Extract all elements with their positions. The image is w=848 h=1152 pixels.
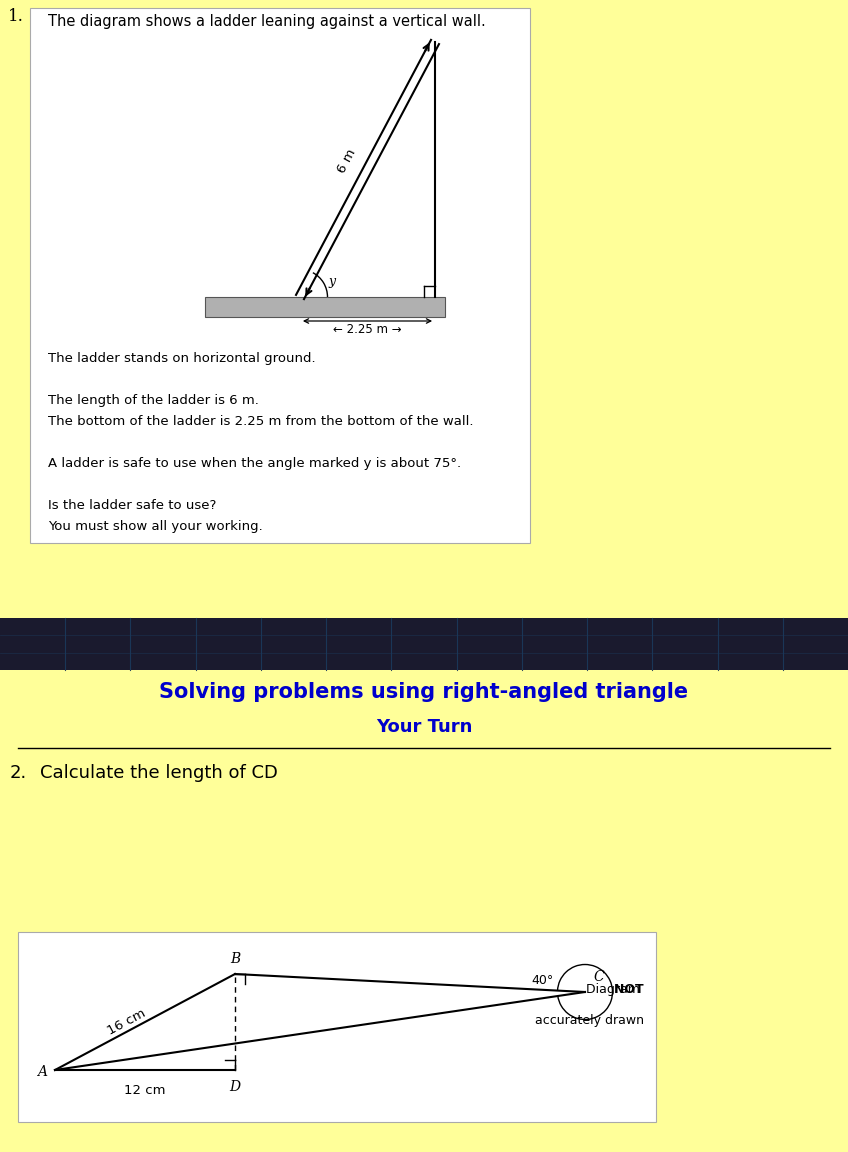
Text: A ladder is safe to use when the angle marked y is about 75°.: A ladder is safe to use when the angle m… xyxy=(48,457,461,470)
FancyBboxPatch shape xyxy=(18,932,656,1122)
FancyBboxPatch shape xyxy=(0,617,848,670)
Text: B: B xyxy=(230,952,240,967)
Text: 6 m: 6 m xyxy=(335,146,359,175)
Text: The diagram shows a ladder leaning against a vertical wall.: The diagram shows a ladder leaning again… xyxy=(48,14,486,29)
Text: Is the ladder safe to use?: Is the ladder safe to use? xyxy=(48,499,216,511)
Text: 40°: 40° xyxy=(532,973,554,986)
Text: 2.: 2. xyxy=(10,764,27,782)
Text: NOT: NOT xyxy=(579,983,644,996)
Text: The bottom of the ladder is 2.25 m from the bottom of the wall.: The bottom of the ladder is 2.25 m from … xyxy=(48,415,473,429)
Text: Solving problems using right-angled triangle: Solving problems using right-angled tria… xyxy=(159,682,689,702)
Text: Calculate the length of CD: Calculate the length of CD xyxy=(40,764,278,782)
Text: Diagram: Diagram xyxy=(586,983,644,996)
Text: y: y xyxy=(328,274,336,288)
Text: accurately drawn: accurately drawn xyxy=(535,1014,644,1026)
Text: You must show all your working.: You must show all your working. xyxy=(48,520,263,533)
Text: ← 2.25 m →: ← 2.25 m → xyxy=(333,323,402,336)
Text: C: C xyxy=(593,970,604,984)
Text: The ladder stands on horizontal ground.: The ladder stands on horizontal ground. xyxy=(48,353,315,365)
Text: 12 cm: 12 cm xyxy=(125,1084,165,1097)
Text: The length of the ladder is 6 m.: The length of the ladder is 6 m. xyxy=(48,394,259,407)
Text: Your Turn: Your Turn xyxy=(376,718,472,736)
Text: 16 cm: 16 cm xyxy=(106,1007,148,1038)
Text: 1.: 1. xyxy=(8,8,24,25)
FancyBboxPatch shape xyxy=(205,297,445,317)
FancyBboxPatch shape xyxy=(30,8,530,543)
Text: A: A xyxy=(37,1064,47,1079)
Text: D: D xyxy=(230,1081,241,1094)
